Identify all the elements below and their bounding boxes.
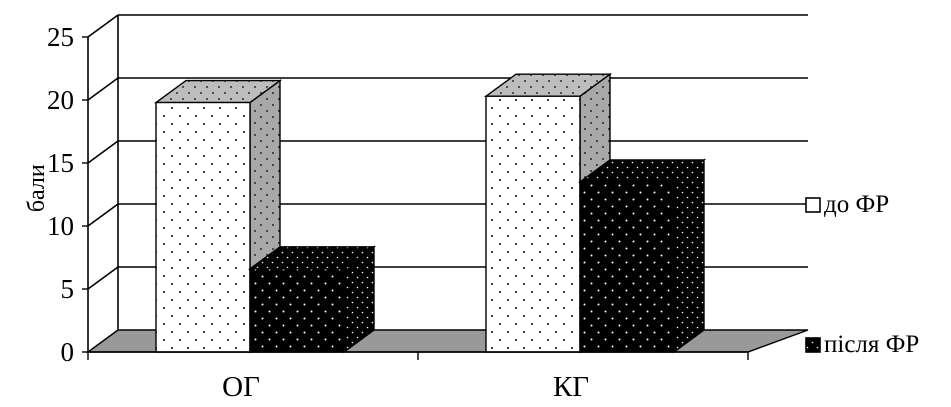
- y-tick-label: 10: [47, 211, 74, 241]
- bar-1-0: [485, 95, 581, 353]
- gridline-side: [87, 203, 119, 227]
- bar-0-1: [249, 268, 345, 353]
- y-tick-label: 15: [47, 148, 74, 178]
- chart-bars: [153, 72, 707, 354]
- legend-label: до ФР: [824, 191, 889, 218]
- gridline-side: [87, 77, 119, 101]
- legend-swatch: [805, 337, 821, 353]
- gridline-side: [87, 14, 119, 38]
- y-tick-label: 0: [61, 337, 75, 367]
- legend-swatch: [805, 197, 821, 213]
- x-category-label: ОГ: [222, 371, 260, 403]
- y-tick-label: 5: [61, 274, 75, 304]
- x-category-label: КГ: [553, 371, 589, 403]
- y-tick-label: 25: [47, 22, 74, 52]
- bar-1-1: [579, 181, 675, 353]
- bar-side-1-1: [673, 158, 705, 354]
- bar-0-0: [155, 101, 251, 353]
- legend-label: після ФР: [824, 331, 919, 358]
- gridline-side: [87, 140, 119, 164]
- chart-legend: до ФР після ФР: [805, 191, 919, 358]
- chart-axes: 0 5 10 15 20 25 ОГ КГ бали: [24, 22, 749, 403]
- y-tick-label: 20: [47, 85, 74, 115]
- gridline-side: [87, 266, 119, 290]
- y-axis-title: бали: [24, 164, 50, 212]
